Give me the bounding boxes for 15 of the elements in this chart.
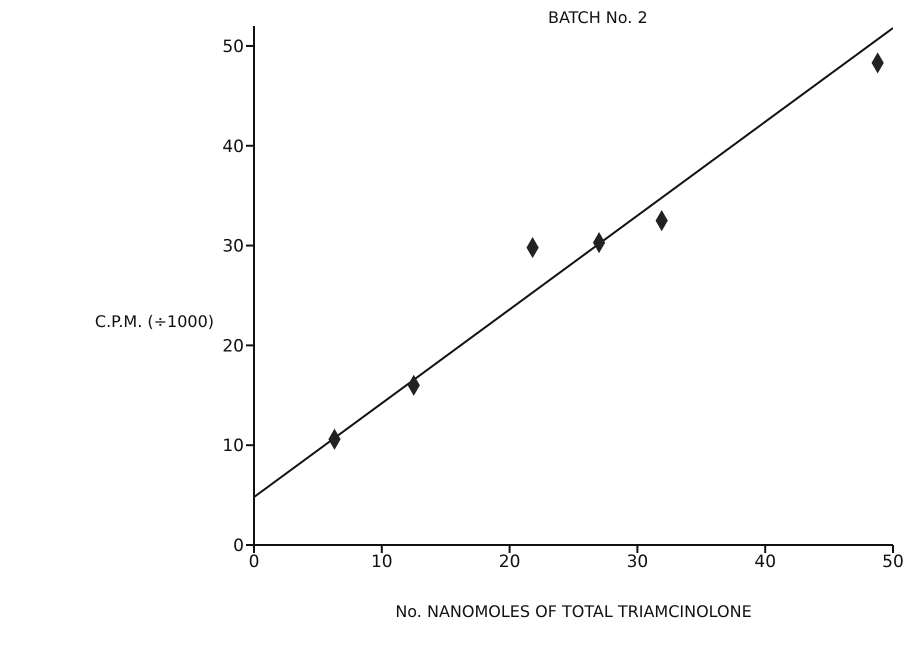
y-tick-label: 40 — [222, 136, 244, 157]
x-tick-label: 30 — [626, 552, 648, 572]
chart-title: BATCH No. 2 — [548, 8, 648, 27]
x-tick-label: 50 — [882, 552, 904, 572]
y-tick-label: 50 — [222, 36, 244, 57]
x-tick-label: 40 — [754, 552, 776, 572]
y-tick-label: 30 — [222, 236, 244, 257]
y-axis-title: C.P.M. (÷1000) — [94, 312, 214, 332]
x-tick-label: 20 — [498, 552, 520, 572]
x-tick-label: 10 — [370, 552, 393, 572]
x-axis-title: No. NANOMOLES OF TOTAL TRIAMCINOLONE — [395, 602, 752, 621]
x-tick-label: 0 — [248, 552, 260, 572]
y-tick-label: 20 — [222, 336, 244, 356]
y-tick-label: 10 — [222, 436, 244, 456]
y-tick-label: 0 — [233, 536, 244, 556]
